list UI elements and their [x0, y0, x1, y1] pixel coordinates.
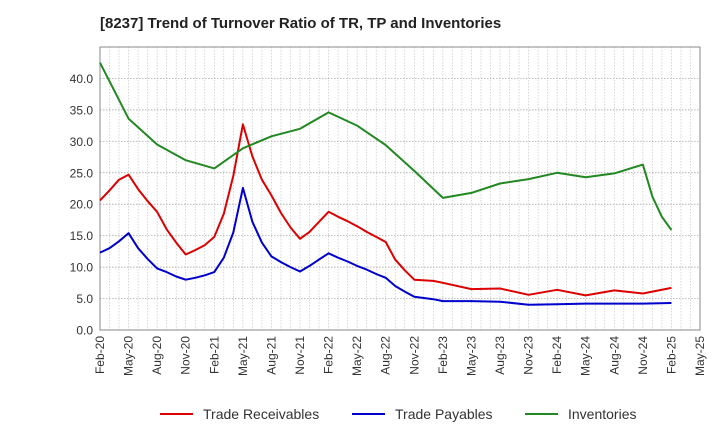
legend-label: Trade Receivables [203, 406, 319, 422]
x-tick-label: Feb-20 [93, 336, 107, 374]
legend: Trade Receivables Trade Payables Inventori… [160, 406, 636, 422]
series-line-inventories [99, 62, 673, 231]
x-tick-label: Nov-20 [179, 336, 193, 375]
grid [100, 47, 700, 330]
axes: 0.0 5.0 10.0 15.0 20.0 25.0 30.0 35.0 40.0 Feb-20… [70, 46, 707, 376]
series-line-trade-payables [99, 186, 672, 306]
x-tick-label: Aug-20 [150, 336, 164, 375]
y-tick-label: 20.0 [70, 198, 94, 212]
x-tick-label: Aug-21 [264, 336, 278, 375]
x-tick-label: Feb-22 [322, 336, 336, 374]
legend-item: Inventories [525, 406, 636, 422]
y-tick-label: 40.0 [70, 72, 94, 86]
legend-label: Trade Payables [395, 406, 493, 422]
y-tick-label: 30.0 [70, 135, 94, 149]
y-tick-label: 5.0 [76, 292, 93, 306]
series-line-trade-receivables [99, 123, 672, 297]
x-tick-label: Nov-21 [293, 336, 307, 375]
legend-item: Trade Receivables [160, 406, 319, 422]
x-tick-label: May-25 [693, 336, 707, 376]
y-tick-label: 0.0 [76, 324, 93, 338]
y-tick-label: 25.0 [70, 166, 94, 180]
x-tick-label: May-23 [464, 336, 478, 376]
x-tick-label: Feb-23 [436, 336, 450, 374]
x-tick-label: Feb-21 [207, 336, 221, 374]
y-tick-label: 35.0 [70, 103, 94, 117]
x-tick-label: May-21 [236, 336, 250, 376]
x-tick-label: Nov-22 [407, 336, 421, 375]
x-tick-label: May-20 [122, 336, 136, 376]
x-tick-label: May-22 [350, 336, 364, 376]
legend-label: Inventories [568, 406, 636, 422]
x-tick-label: Aug-22 [379, 336, 393, 375]
x-tick-label: Aug-23 [493, 336, 507, 375]
y-tick-label: 10.0 [70, 261, 94, 275]
plot-frame [99, 46, 701, 331]
chart-title: [8237] Trend of Turnover Ratio of TR, TP… [100, 15, 502, 32]
x-tick-label: Aug-24 [607, 336, 621, 375]
x-tick-label: Nov-23 [522, 336, 536, 375]
legend-item: Trade Payables [352, 406, 493, 422]
y-tick-label: 15.0 [70, 229, 94, 243]
x-tick-label: Feb-25 [664, 336, 678, 374]
series [99, 62, 673, 306]
x-tick-label: Nov-24 [636, 336, 650, 375]
x-tick-label: Feb-24 [550, 336, 564, 374]
x-tick-label: May-24 [579, 336, 593, 376]
